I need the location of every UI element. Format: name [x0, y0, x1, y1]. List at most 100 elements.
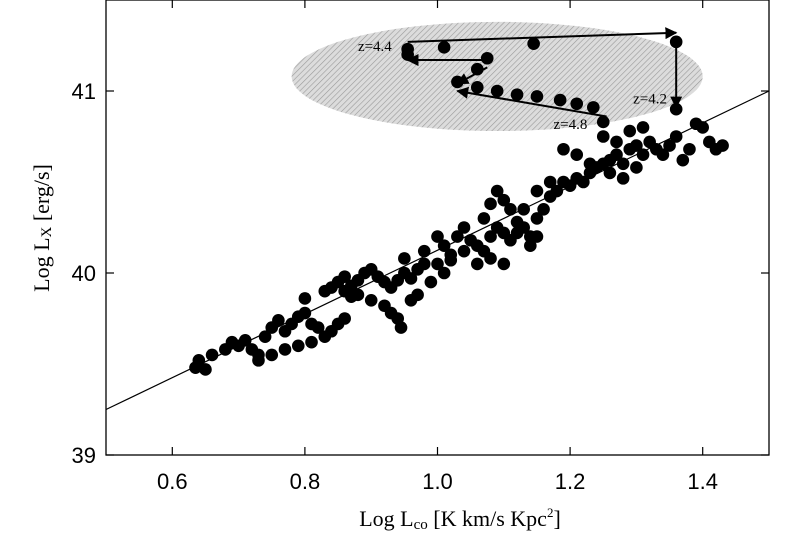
annotation-arrow [407, 27, 678, 43]
data-points [189, 35, 729, 376]
x-tick-label: 0.6 [157, 469, 188, 494]
data-point [570, 148, 584, 161]
data-point [431, 230, 444, 243]
data-point [543, 175, 557, 189]
data-point [550, 184, 564, 198]
data-point [431, 257, 444, 271]
data-point [477, 212, 491, 225]
data-point [570, 97, 584, 111]
y-axis-label: Log LX [erg/s] [29, 164, 55, 292]
data-point [199, 363, 212, 376]
data-point [530, 184, 544, 198]
annotation-label: z=4.4 [358, 39, 392, 55]
x-tick-label: 1.2 [555, 469, 586, 494]
data-point [437, 239, 451, 252]
y-tick-label: 41 [72, 79, 96, 104]
annotation-arrows [406, 27, 683, 118]
data-point [437, 41, 451, 54]
data-point [265, 348, 279, 362]
data-point [394, 321, 408, 334]
data-point [490, 84, 504, 98]
data-point [484, 197, 497, 211]
data-point [272, 314, 285, 327]
annotation-labels: z=4.4 z=4.2 z=4.8 [358, 39, 667, 133]
data-point [480, 51, 494, 65]
data-point [603, 166, 617, 180]
data-point [470, 81, 484, 94]
data-point [205, 348, 219, 362]
data-point [298, 292, 312, 305]
fit-line [106, 90, 769, 411]
data-point [417, 257, 431, 271]
data-point [411, 288, 424, 302]
data-point [596, 115, 610, 129]
data-point [530, 230, 544, 243]
data-point [636, 148, 650, 161]
data-point [311, 321, 325, 334]
data-point [424, 275, 438, 289]
data-point [404, 272, 418, 285]
data-point [656, 148, 670, 161]
data-point [676, 153, 690, 167]
data-point [291, 339, 305, 353]
data-point [338, 312, 351, 325]
y-tick-label: 40 [72, 261, 96, 286]
data-point [510, 88, 524, 101]
data-point [610, 148, 623, 161]
data-point [663, 139, 676, 152]
data-point [716, 139, 729, 152]
data-point [401, 48, 414, 61]
x-tick-label: 1.0 [422, 469, 453, 494]
data-point [444, 248, 458, 262]
x-axis-label: Log Lco [K km/s Kpc2] [359, 505, 561, 533]
data-point [258, 330, 272, 344]
data-point [669, 130, 683, 143]
data-point [524, 239, 537, 252]
data-point [610, 135, 623, 149]
y-tick-label: 39 [72, 443, 96, 468]
data-point [577, 175, 590, 189]
data-point [490, 184, 504, 198]
data-point [630, 161, 643, 174]
data-point [497, 257, 511, 271]
data-point [530, 212, 544, 225]
data-point [517, 203, 530, 216]
data-point [530, 90, 544, 103]
data-point [630, 139, 643, 152]
x-tick-label: 1.4 [687, 469, 718, 494]
data-point [557, 142, 570, 156]
data-point [683, 142, 696, 156]
annotation-arrow [456, 66, 488, 85]
data-point [583, 157, 597, 171]
data-point [623, 124, 637, 138]
data-point [696, 121, 709, 134]
data-point [616, 157, 630, 171]
data-point [457, 221, 471, 234]
data-point [504, 203, 517, 216]
data-point [616, 172, 630, 185]
data-point [497, 193, 511, 207]
data-point [553, 93, 567, 107]
data-point [510, 215, 524, 229]
highlight-region [291, 21, 703, 132]
x-tick-label: 0.8 [290, 469, 321, 494]
data-point [238, 334, 252, 347]
data-point [451, 230, 464, 243]
data-point [364, 294, 378, 307]
data-point [537, 203, 550, 216]
data-point [470, 257, 484, 271]
data-point [252, 354, 265, 367]
data-point [484, 252, 497, 265]
x-axis: 0.6 0.8 1.0 1.2 1.4 [157, 0, 718, 494]
data-point [527, 37, 540, 50]
data-point [345, 290, 358, 303]
data-point [305, 335, 318, 349]
data-point [587, 101, 600, 114]
data-point [596, 130, 610, 143]
data-point [417, 244, 431, 258]
data-point [192, 354, 206, 367]
data-point [636, 121, 650, 134]
data-point [338, 270, 351, 283]
data-point [398, 252, 411, 265]
